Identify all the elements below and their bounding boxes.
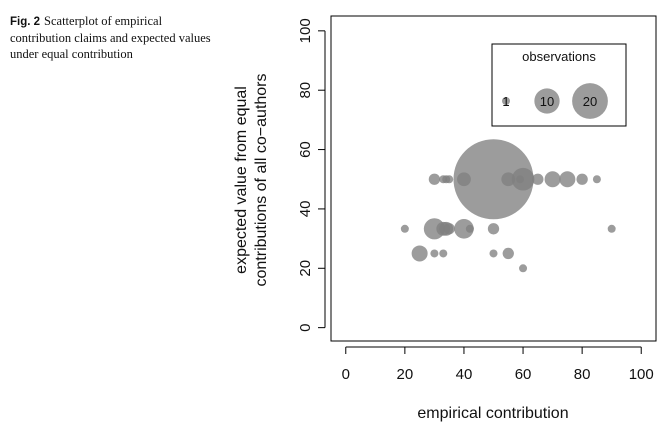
data-point xyxy=(576,173,588,185)
legend: observations 1 10 20 xyxy=(491,43,627,127)
figure-caption: Fig. 2 Scatterplot of empirical contribut… xyxy=(10,13,225,62)
data-point xyxy=(592,175,601,184)
data-point xyxy=(544,171,561,188)
data-point xyxy=(454,219,474,239)
x-axis-label: empirical contribution xyxy=(417,405,568,422)
data-points xyxy=(400,139,616,273)
legend-bubble-label: 20 xyxy=(583,94,597,109)
legend-bubble-label: 10 xyxy=(540,94,554,109)
plot-frame xyxy=(330,15,657,342)
y-axis-label-line1: expected value from equal xyxy=(233,86,250,274)
x-tick-label: 100 xyxy=(629,366,654,383)
data-point xyxy=(439,249,448,258)
legend-bubble xyxy=(572,83,608,119)
y-axis: 0 20 40 60 80 100 xyxy=(297,18,326,332)
legend-bubble-label: 1 xyxy=(502,94,509,109)
y-tick-label: 100 xyxy=(297,18,314,43)
y-axis-label-line2: contributions of all co−authors xyxy=(253,73,270,286)
y-tick-label: 60 xyxy=(297,141,314,158)
data-point xyxy=(502,247,514,260)
data-point xyxy=(428,173,441,185)
data-point xyxy=(430,249,439,258)
x-axis: 0 20 40 60 80 100 xyxy=(342,346,654,383)
y-tick-label: 80 xyxy=(297,82,314,99)
legend-bubble xyxy=(534,88,560,114)
x-tick-label: 40 xyxy=(456,366,473,383)
legend-bubble xyxy=(502,97,510,105)
data-point xyxy=(400,224,409,233)
figure-caption-text: Scatterplot of empirical contribution cl… xyxy=(10,14,211,61)
data-point xyxy=(411,245,428,262)
data-point xyxy=(487,223,500,235)
data-point xyxy=(445,175,454,184)
data-point xyxy=(489,249,498,258)
data-point xyxy=(443,223,455,235)
y-tick-label: 40 xyxy=(297,201,314,218)
x-tick-label: 80 xyxy=(574,366,591,383)
data-point xyxy=(501,172,516,187)
data-point xyxy=(511,167,535,191)
legend-title: observations xyxy=(522,49,596,64)
data-point xyxy=(465,224,474,233)
data-point xyxy=(559,171,576,188)
figure-caption-label: Fig. 2 xyxy=(10,16,41,28)
x-tick-label: 60 xyxy=(515,366,532,383)
y-tick-label: 20 xyxy=(297,260,314,277)
x-tick-label: 0 xyxy=(342,366,350,383)
y-tick-label: 0 xyxy=(297,323,314,331)
data-point xyxy=(453,139,534,220)
data-point xyxy=(607,224,616,233)
x-tick-label: 20 xyxy=(397,366,414,383)
data-point xyxy=(519,264,528,273)
data-point xyxy=(532,173,544,185)
